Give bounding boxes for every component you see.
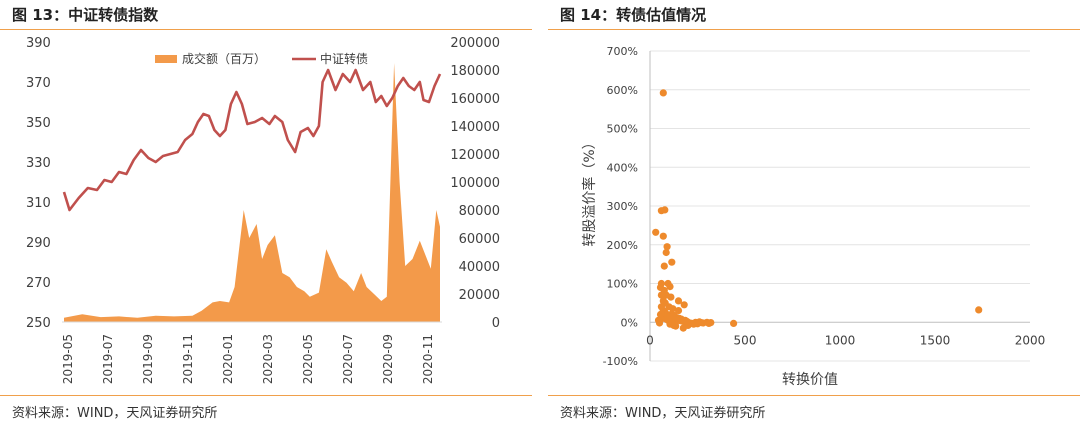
y-left-tick-label: 250 <box>26 316 51 331</box>
y-left-tick-label: 290 <box>26 236 51 251</box>
y-tick-label: 0% <box>621 316 638 329</box>
x-tick-label: 2019-11 <box>181 334 195 384</box>
scatter-point <box>669 305 677 313</box>
scatter-point <box>680 301 688 309</box>
x-tick-label: 2019-09 <box>141 334 155 384</box>
x-tick-label: 1000 <box>825 333 856 347</box>
scatter-point <box>697 319 705 327</box>
figure-14-title: 图 14：转债估值情况 <box>560 6 707 24</box>
x-axis-title: 转换价值 <box>782 371 838 388</box>
y-right-tick-label: 60000 <box>459 232 500 247</box>
y-tick-label: 200% <box>607 239 638 252</box>
scatter-point <box>730 319 738 327</box>
title-divider <box>0 29 532 30</box>
figure-13-title: 图 13：中证转债指数 <box>12 6 159 24</box>
scatter-point <box>683 317 691 326</box>
index-line-series <box>62 68 442 212</box>
y-axis-title: 转股溢价率（%） <box>581 135 598 246</box>
scatter-point <box>659 232 667 240</box>
valuation-scatter-chart: 700% 600% 500% 400% 300% 200% 100% 0% -100% 0 500 1… <box>581 45 1046 388</box>
scatter-point <box>705 319 713 327</box>
x-tick-label: 2020-07 <box>341 334 355 384</box>
figure-14-source: 资料来源：WIND，天风证券研究所 <box>560 406 766 421</box>
y-right-tick-label: 140000 <box>450 120 500 135</box>
y-tick-label: 300% <box>607 200 638 213</box>
x-tick-label: 2020-11 <box>421 334 435 384</box>
scatter-point <box>652 228 660 236</box>
y-left-tick-label: 350 <box>26 116 51 131</box>
x-tick-label: 2020-01 <box>221 334 235 384</box>
y-right-tick-label: 40000 <box>459 260 500 275</box>
legend-swatch-turnover <box>155 55 177 63</box>
y-right-tick-label: 100000 <box>450 176 500 191</box>
y-right-tick-label: 0 <box>492 316 500 331</box>
x-tick-label: 2000 <box>1015 333 1046 347</box>
turnover-area-series <box>64 63 440 322</box>
figure-14-panel: 图 14：转债估值情况 700% 600% 500% 400% 300% 200% 100%… <box>548 0 1080 424</box>
scatter-point <box>672 322 680 330</box>
x-tick-label: 500 <box>734 333 757 347</box>
scatter-point <box>662 248 670 257</box>
x-tick-label: 1500 <box>920 333 951 347</box>
scatter-point <box>663 243 671 251</box>
source-divider <box>0 395 532 396</box>
y-left-tick-label: 270 <box>26 276 51 291</box>
x-tick-label: 2020-03 <box>261 334 275 384</box>
y-right-tick-label: 80000 <box>459 204 500 219</box>
y-tick-label: 400% <box>607 161 638 174</box>
scatter-point <box>975 306 983 314</box>
y-tick-label: 500% <box>607 123 638 136</box>
scatter-point <box>662 291 670 299</box>
title-divider <box>548 29 1080 30</box>
y-right-tick-label: 180000 <box>450 64 500 79</box>
scatter-point <box>666 283 674 291</box>
y-tick-label: 600% <box>607 84 638 97</box>
x-tick-label: 2019-07 <box>101 334 115 384</box>
bond-index-chart: 3903703503303102902702502000001800001600… <box>26 36 500 384</box>
scatter-point <box>659 89 667 97</box>
y-left-tick-label: 390 <box>26 36 51 51</box>
y-left-tick-label: 370 <box>26 76 51 91</box>
scatter-point <box>660 262 668 270</box>
y-right-tick-label: 20000 <box>459 288 500 303</box>
figure-13-source: 资料来源：WIND，天风证券研究所 <box>12 406 218 421</box>
y-tick-label: -100% <box>603 355 638 368</box>
y-tick-label: 700% <box>607 45 638 58</box>
y-right-tick-label: 160000 <box>450 92 500 107</box>
scatter-point <box>668 258 676 266</box>
scatter-point <box>674 307 683 315</box>
y-tick-label: 100% <box>607 278 638 291</box>
source-divider <box>548 395 1080 396</box>
figure-13-panel: 图 13：中证转债指数 390 370 350 330 310 290 270 250 2000… <box>0 0 532 424</box>
scatter-point <box>674 297 683 305</box>
x-tick-label: 2019-05 <box>61 334 75 384</box>
x-tick-label: 2020-05 <box>301 334 315 384</box>
scatter-point <box>661 206 669 214</box>
scatter-point <box>655 319 664 327</box>
x-tick-label: 2020-09 <box>381 334 395 384</box>
legend-label-turnover: 成交额（百万） <box>182 51 266 66</box>
y-left-tick-label: 330 <box>26 156 51 171</box>
y-right-tick-label: 200000 <box>450 36 500 51</box>
y-left-tick-label: 310 <box>26 196 51 211</box>
legend-label-index: 中证转债 <box>320 51 368 66</box>
scatter-point <box>656 310 665 319</box>
y-right-tick-label: 120000 <box>450 148 500 163</box>
x-tick-label: 0 <box>646 333 654 347</box>
